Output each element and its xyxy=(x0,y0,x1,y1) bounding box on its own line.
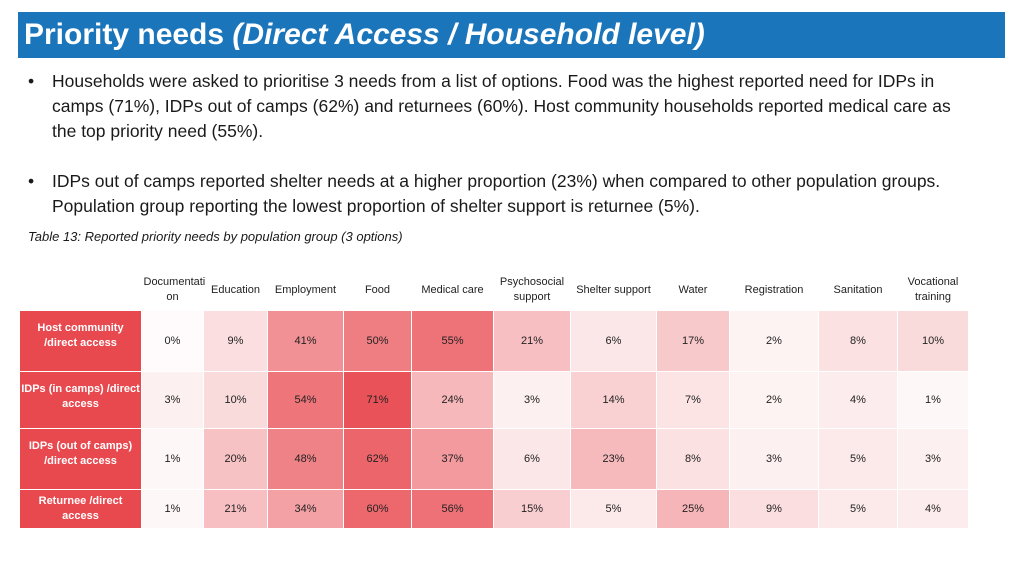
column-header: Food xyxy=(364,283,391,296)
corner-cell xyxy=(20,270,142,311)
row-header: IDPs (in camps) /direct access xyxy=(19,371,142,429)
data-cell: 4% xyxy=(818,371,898,429)
data-cell: 24% xyxy=(411,371,494,429)
data-cell: 3% xyxy=(729,428,819,490)
table-caption: Table 13: Reported priority needs by pop… xyxy=(28,229,403,244)
data-cell: 3% xyxy=(897,428,969,490)
data-cell: 5% xyxy=(818,428,898,490)
data-cell: 1% xyxy=(141,489,204,529)
data-cell: 7% xyxy=(656,371,730,429)
data-cell: 54% xyxy=(267,371,344,429)
column-header: Registration xyxy=(744,283,804,296)
table-row: IDPs (out of camps) /direct access 1% 20% 4… xyxy=(19,428,969,490)
data-cell: 2% xyxy=(729,310,819,372)
data-cell: 48% xyxy=(267,428,344,490)
column-header: Employment xyxy=(274,283,337,296)
slide-title: Priority needs (Direct Access / Househol… xyxy=(18,12,1005,58)
data-cell: 14% xyxy=(570,371,657,429)
table-row: Host community /direct access 0% 9% 41% 50% 5… xyxy=(19,310,969,372)
priority-needs-table: Documentati on Education Employment Food… xyxy=(19,270,969,529)
data-cell: 37% xyxy=(411,428,494,490)
data-cell: 8% xyxy=(818,310,898,372)
data-cell: 9% xyxy=(203,310,268,372)
column-header: Documentati on xyxy=(143,276,206,303)
column-header: Education xyxy=(211,283,260,296)
data-cell: 1% xyxy=(141,428,204,490)
bullet-item: IDPs out of camps reported shelter needs… xyxy=(28,169,978,219)
column-header: Water xyxy=(678,283,708,296)
title-main: Priority needs xyxy=(24,18,233,51)
data-cell: 21% xyxy=(203,489,268,529)
title-subtitle: (Direct Access / Household level) xyxy=(232,18,705,51)
data-cell: 20% xyxy=(203,428,268,490)
data-cell: 60% xyxy=(343,489,412,529)
row-header: IDPs (out of camps) /direct access xyxy=(19,428,142,490)
data-cell: 41% xyxy=(267,310,344,372)
data-cell: 55% xyxy=(411,310,494,372)
data-cell: 9% xyxy=(729,489,819,529)
data-cell: 21% xyxy=(493,310,571,372)
column-header: Shelter support xyxy=(576,283,651,296)
data-cell: 25% xyxy=(656,489,730,529)
data-cell: 71% xyxy=(343,371,412,429)
data-cell: 1% xyxy=(897,371,969,429)
data-cell: 4% xyxy=(897,489,969,529)
column-header: Vocational training xyxy=(907,276,959,303)
data-cell: 8% xyxy=(656,428,730,490)
data-cell: 56% xyxy=(411,489,494,529)
row-header: Returnee /direct access xyxy=(19,489,142,529)
data-cell: 0% xyxy=(141,310,204,372)
data-cell: 23% xyxy=(570,428,657,490)
data-cell: 10% xyxy=(897,310,969,372)
data-cell: 17% xyxy=(656,310,730,372)
data-cell: 6% xyxy=(570,310,657,372)
data-cell: 3% xyxy=(141,371,204,429)
data-cell: 50% xyxy=(343,310,412,372)
data-cell: 15% xyxy=(493,489,571,529)
data-cell: 62% xyxy=(343,428,412,490)
data-cell: 5% xyxy=(570,489,657,529)
bullet-list: Households were asked to prioritise 3 ne… xyxy=(28,69,978,219)
bullet-item: Households were asked to prioritise 3 ne… xyxy=(28,69,978,144)
data-cell: 5% xyxy=(818,489,898,529)
table-row: IDPs (in camps) /direct access 3% 10% 54% 71… xyxy=(19,371,969,429)
data-cell: 3% xyxy=(493,371,571,429)
column-header: Medical care xyxy=(421,283,484,296)
data-cell: 6% xyxy=(493,428,571,490)
data-cell: 10% xyxy=(203,371,268,429)
data-cell: 34% xyxy=(267,489,344,529)
column-header: Sanitation xyxy=(833,283,883,296)
header-row: Documentati on Education Employment Food… xyxy=(20,270,969,311)
table-row: Returnee /direct access 1% 21% 34% 60% 56% 15%… xyxy=(19,489,969,529)
column-header: Psychosocial support xyxy=(499,276,565,303)
data-cell: 2% xyxy=(729,371,819,429)
row-header: Host community /direct access xyxy=(19,310,142,372)
